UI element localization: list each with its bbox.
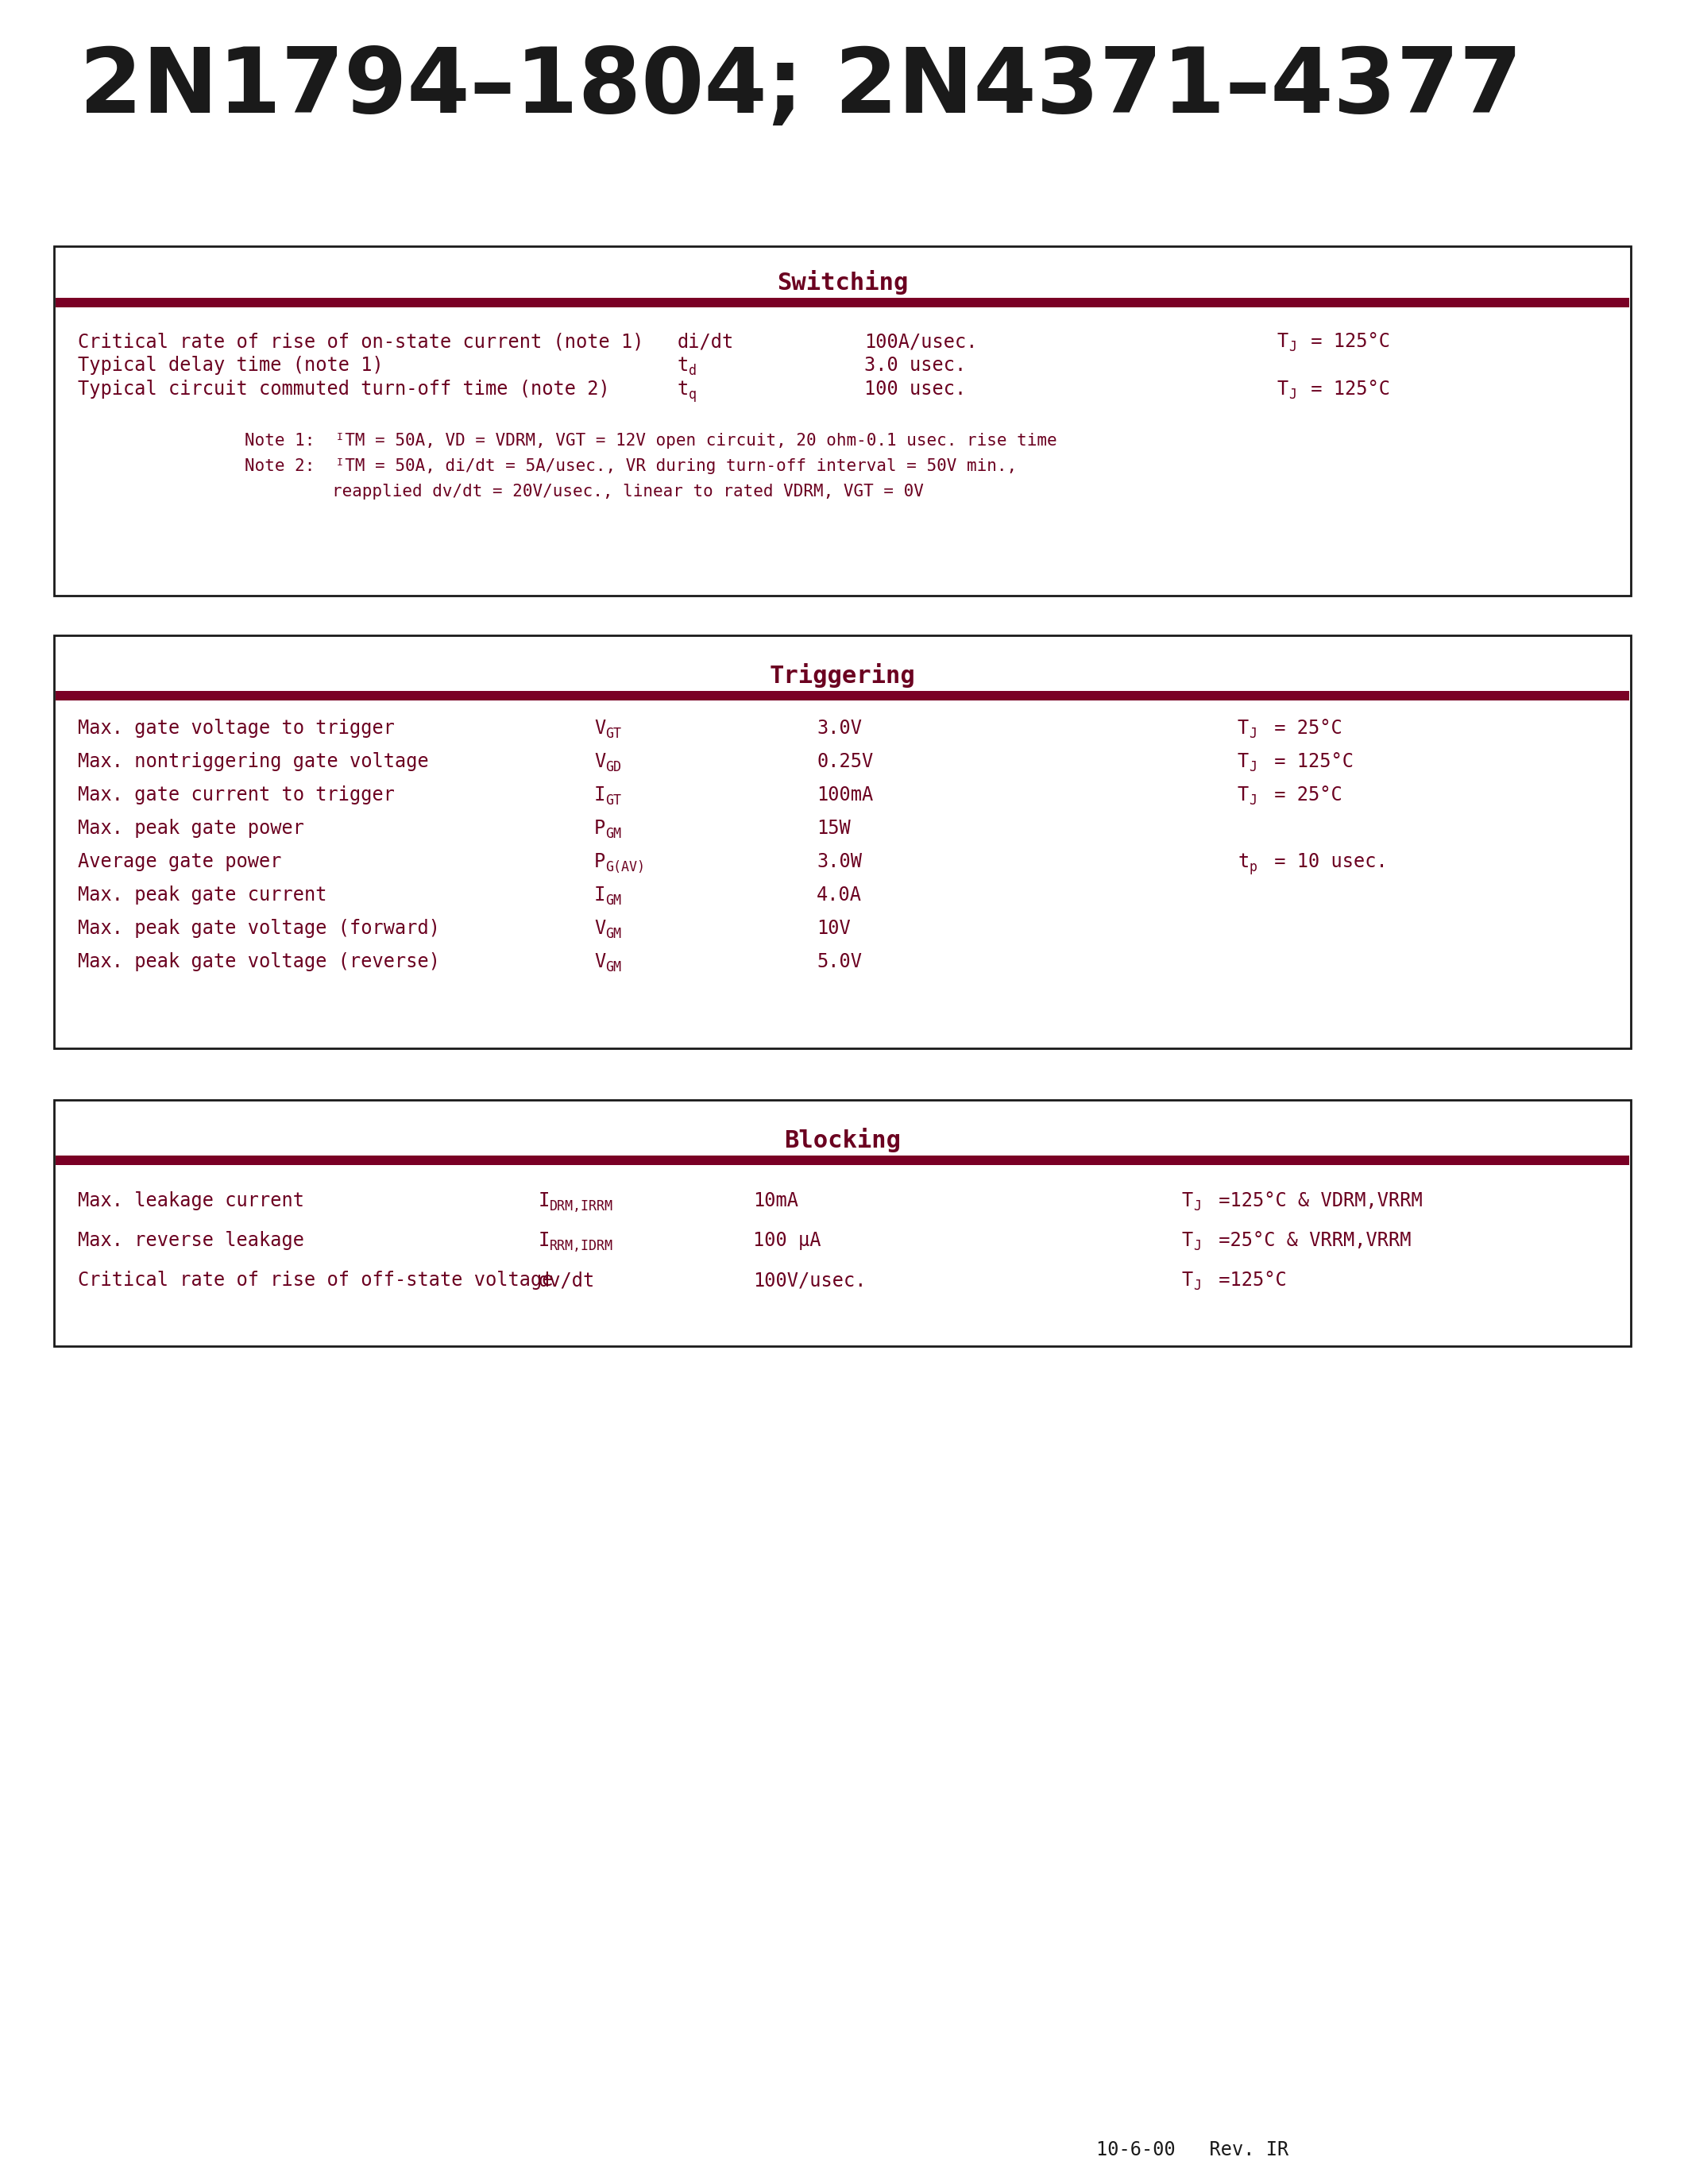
Text: Critical rate of rise of on-state current (note 1): Critical rate of rise of on-state curren…	[78, 332, 643, 352]
Text: J: J	[1193, 1238, 1202, 1254]
Text: Typical delay time (note 1): Typical delay time (note 1)	[78, 356, 383, 376]
Text: P: P	[594, 819, 606, 839]
Text: T: T	[1237, 751, 1249, 771]
Text: 0.25V: 0.25V	[817, 751, 873, 771]
Bar	[54, 1101, 1631, 1345]
Text: 10-6-00   Rev. IR: 10-6-00 Rev. IR	[1096, 2140, 1288, 2160]
Text: t: t	[1237, 852, 1249, 871]
Text: di/dt: di/dt	[677, 332, 734, 352]
Text: Max. gate voltage to trigger: Max. gate voltage to trigger	[78, 719, 395, 738]
Bar	[56, 1155, 1629, 1164]
Text: 100A/usec.: 100A/usec.	[864, 332, 977, 352]
Text: Blocking: Blocking	[783, 1127, 901, 1151]
Bar	[56, 690, 1629, 701]
Bar	[56, 297, 1629, 308]
Text: G(AV): G(AV)	[606, 860, 645, 874]
Text: GT: GT	[606, 727, 621, 740]
Text: =125°C & VDRM,VRRM: =125°C & VDRM,VRRM	[1207, 1190, 1423, 1210]
Text: V: V	[594, 952, 606, 972]
Text: Max. peak gate power: Max. peak gate power	[78, 819, 304, 839]
Text: J: J	[1288, 341, 1296, 354]
Text: Note 2:  ᴵTM = 50A, di/dt = 5A/usec., VR during turn-off interval = 50V min.,: Note 2: ᴵTM = 50A, di/dt = 5A/usec., VR …	[245, 459, 1016, 474]
Text: 3.0 usec.: 3.0 usec.	[864, 356, 966, 376]
Text: 4.0A: 4.0A	[817, 885, 863, 904]
Text: T: T	[1237, 786, 1249, 804]
Text: 100 μA: 100 μA	[753, 1232, 820, 1249]
Text: GM: GM	[606, 926, 621, 941]
Text: P: P	[594, 852, 606, 871]
Bar	[54, 247, 1631, 596]
Text: 15W: 15W	[817, 819, 851, 839]
Text: 100 usec.: 100 usec.	[864, 380, 966, 400]
Text: = 125°C: = 125°C	[1300, 332, 1391, 352]
Text: T: T	[1182, 1271, 1193, 1291]
Text: Critical rate of rise of off-state voltage: Critical rate of rise of off-state volta…	[78, 1271, 554, 1291]
Text: I: I	[538, 1190, 550, 1210]
Text: J: J	[1249, 793, 1256, 808]
Text: 3.0V: 3.0V	[817, 719, 863, 738]
Text: 100V/usec.: 100V/usec.	[753, 1271, 866, 1291]
Text: V: V	[594, 751, 606, 771]
Text: =125°C: =125°C	[1207, 1271, 1286, 1291]
Text: 100mA: 100mA	[817, 786, 873, 804]
Text: t: t	[677, 380, 689, 400]
Text: = 125°C: = 125°C	[1300, 380, 1391, 400]
Text: V: V	[594, 719, 606, 738]
Text: reapplied dv/dt = 20V/usec., linear to rated VDRM, VGT = 0V: reapplied dv/dt = 20V/usec., linear to r…	[333, 483, 923, 500]
Bar	[54, 636, 1631, 1048]
Text: T: T	[1278, 332, 1288, 352]
Text: t: t	[677, 356, 689, 376]
Text: GM: GM	[606, 893, 621, 909]
Text: = 25°C: = 25°C	[1263, 786, 1342, 804]
Text: = 125°C: = 125°C	[1263, 751, 1354, 771]
Text: I: I	[538, 1232, 550, 1249]
Text: 2N1794–1804; 2N4371–4377: 2N1794–1804; 2N4371–4377	[79, 44, 1523, 131]
Text: GT: GT	[606, 793, 621, 808]
Text: Triggering: Triggering	[770, 662, 915, 688]
Text: T: T	[1182, 1232, 1193, 1249]
Text: T: T	[1278, 380, 1288, 400]
Text: = 10 usec.: = 10 usec.	[1263, 852, 1388, 871]
Text: DRM,IRRM: DRM,IRRM	[550, 1199, 613, 1214]
Text: T: T	[1237, 719, 1249, 738]
Text: = 25°C: = 25°C	[1263, 719, 1342, 738]
Text: Note 1:  ᴵTM = 50A, VD = VDRM, VGT = 12V open circuit, 20 ohm-0.1 usec. rise tim: Note 1: ᴵTM = 50A, VD = VDRM, VGT = 12V …	[245, 432, 1057, 448]
Text: Max. nontriggering gate voltage: Max. nontriggering gate voltage	[78, 751, 429, 771]
Text: RRM,IDRM: RRM,IDRM	[550, 1238, 613, 1254]
Text: 10mA: 10mA	[753, 1190, 798, 1210]
Text: 10V: 10V	[817, 919, 851, 937]
Text: J: J	[1249, 727, 1256, 740]
Text: =25°C & VRRM,VRRM: =25°C & VRRM,VRRM	[1207, 1232, 1411, 1249]
Text: J: J	[1249, 760, 1256, 775]
Text: GM: GM	[606, 828, 621, 841]
Text: 5.0V: 5.0V	[817, 952, 863, 972]
Text: Max. leakage current: Max. leakage current	[78, 1190, 304, 1210]
Text: Max. peak gate current: Max. peak gate current	[78, 885, 327, 904]
Text: Max. reverse leakage: Max. reverse leakage	[78, 1232, 304, 1249]
Text: Max. gate current to trigger: Max. gate current to trigger	[78, 786, 395, 804]
Text: q: q	[689, 387, 697, 402]
Text: GM: GM	[606, 961, 621, 974]
Text: V: V	[594, 919, 606, 937]
Text: J: J	[1193, 1278, 1202, 1293]
Text: Typical circuit commuted turn-off time (note 2): Typical circuit commuted turn-off time (…	[78, 380, 609, 400]
Text: Average gate power: Average gate power	[78, 852, 282, 871]
Text: T: T	[1182, 1190, 1193, 1210]
Text: I: I	[594, 885, 606, 904]
Text: dv/dt: dv/dt	[538, 1271, 596, 1291]
Text: Max. peak gate voltage (forward): Max. peak gate voltage (forward)	[78, 919, 441, 937]
Text: Switching: Switching	[776, 269, 908, 295]
Text: d: d	[689, 365, 697, 378]
Text: I: I	[594, 786, 606, 804]
Text: p: p	[1249, 860, 1256, 874]
Text: J: J	[1288, 387, 1296, 402]
Text: Max. peak gate voltage (reverse): Max. peak gate voltage (reverse)	[78, 952, 441, 972]
Text: J: J	[1193, 1199, 1202, 1214]
Text: GD: GD	[606, 760, 621, 775]
Text: 3.0W: 3.0W	[817, 852, 863, 871]
